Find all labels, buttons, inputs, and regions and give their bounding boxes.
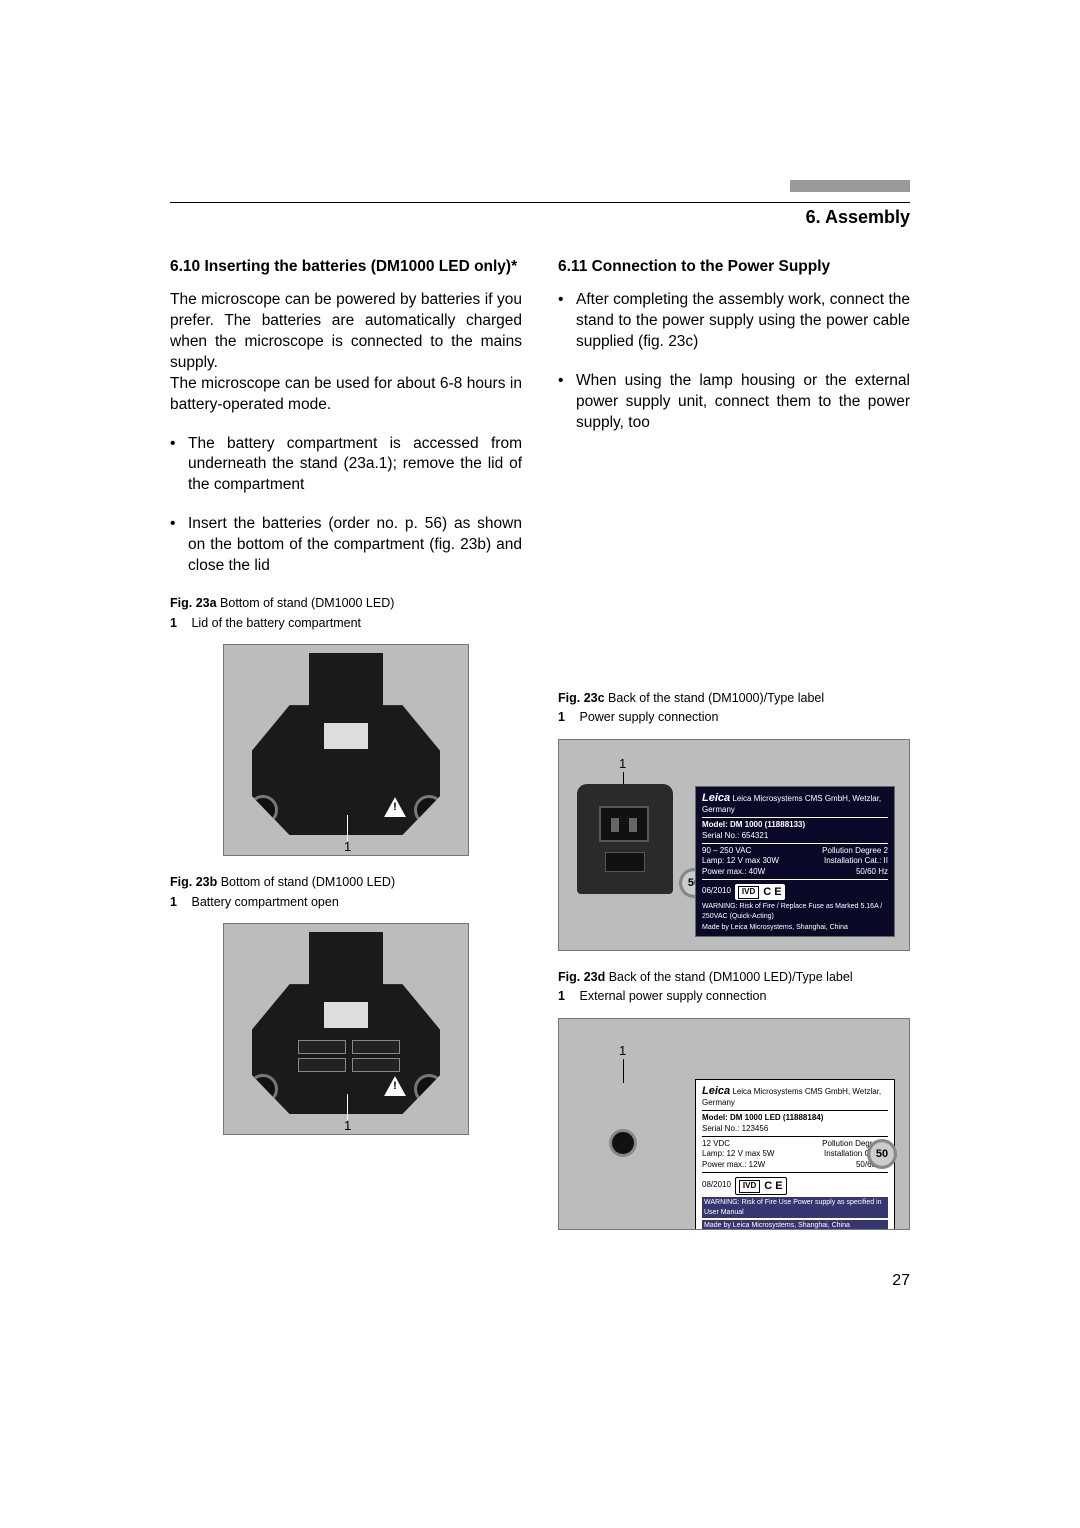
ivd-badge: IVD [738,886,759,898]
battery-steps-list: The battery compartment is accessed from… [170,434,522,578]
label-date: 08/2010 [702,1180,731,1190]
page-number: 27 [892,1272,910,1290]
fig-23c-label: Fig. 23c [558,691,605,705]
spacer [558,452,910,672]
label-hz: 50/60 Hz [856,867,888,877]
figure-23c: 1 50 Leica Leica Microsystems CMS GmbH, … [558,739,910,951]
fig-23a-caption: Fig. 23a Bottom of stand (DM1000 LED) 1 … [170,595,522,632]
label-serial: Serial No.: 123456 [702,1124,888,1134]
label-voltage: 90 – 250 VAC [702,846,751,856]
fig-23b-callout: 1 [344,1118,351,1133]
header-rule [170,202,910,203]
chapter-name: Assembly [825,207,910,227]
warning-triangle-icon: ! [384,797,406,817]
para-batteries-2: The microscope can be used for about 6-8… [170,374,522,416]
fig-23a-desc: Bottom of stand (DM1000 LED) [220,596,394,610]
label-model: Model: DM 1000 (11888133) [702,820,888,830]
fig-23b-label: Fig. 23b [170,875,217,889]
seal-50-badge: 50 [867,1139,897,1169]
battery-step-2: Insert the batteries (order no. p. 56) a… [170,514,522,577]
fig-23c-caption: Fig. 23c Back of the stand (DM1000)/Type… [558,690,910,727]
brand-logo: Leica [702,792,730,804]
label-lamp: Lamp: 12 V max 30W [702,856,779,866]
brand-logo: Leica [702,1085,730,1097]
power-step-1: After completing the assembly work, conn… [558,290,910,353]
fig-23b-desc: Bottom of stand (DM1000 LED) [221,875,395,889]
ivd-badge: IVD [739,1180,760,1192]
led-power-panel [583,1083,663,1203]
right-column: 6.11 Connection to the Power Supply Afte… [558,258,910,1230]
para-batteries-1: The microscope can be powered by batteri… [170,290,522,374]
ce-mark-icon: C E [764,1179,782,1193]
figure-23a: ! 1 [223,644,469,856]
power-panel [577,784,673,894]
label-serial: Serial No.: 654321 [702,831,888,841]
label-model: Model: DM 1000 LED (11888184) [702,1113,888,1123]
label-ic: Installation Cat.: II [824,856,888,866]
fig-23c-keytext: Power supply connection [579,710,718,724]
dc-jack-icon [609,1129,637,1157]
fig-23c-callout: 1 [619,756,626,771]
iec-socket-icon [599,806,649,842]
fig-23a-keynum: 1 [170,615,188,633]
fuse-holder-icon [605,852,645,872]
manual-page: 6. Assembly 6.10 Inserting the batteries… [170,180,910,1230]
fig-23d-keytext: External power supply connection [579,989,766,1003]
power-steps-list: After completing the assembly work, conn… [558,290,910,434]
section-6-11-heading: 6.11 Connection to the Power Supply [558,258,910,276]
fig-23d-callout: 1 [619,1043,626,1058]
fig-23d-caption: Fig. 23d Back of the stand (DM1000 LED)/… [558,969,910,1006]
label-power: Power max.: 40W [702,867,765,877]
fig-23d-keynum: 1 [558,988,576,1006]
left-column: 6.10 Inserting the batteries (DM1000 LED… [170,258,522,1230]
label-warning: WARNING: Risk of Fire / Replace Fuse as … [702,902,888,920]
label-made: Made by Leica Microsystems, Shanghai, Ch… [702,1220,888,1230]
fig-23b-caption: Fig. 23b Bottom of stand (DM1000 LED) 1 … [170,874,522,911]
label-date: 06/2010 [702,886,731,896]
fig-23a-callout: 1 [344,839,351,854]
chapter-title: 6. Assembly [170,207,910,228]
label-power: Power max.: 12W [702,1160,765,1170]
label-warning: WARNING: Risk of Fire Use Power supply a… [702,1197,888,1217]
label-lamp: Lamp: 12 V max 5W [702,1149,774,1159]
label-made: Made by Leica Microsystems, Shanghai, Ch… [702,923,888,932]
power-step-2: When using the lamp housing or the exter… [558,371,910,434]
fig-23d-label: Fig. 23d [558,970,605,984]
label-pd: Pollution Degree 2 [822,846,888,856]
type-label-dm1000: Leica Leica Microsystems CMS GmbH, Wetzl… [695,786,895,937]
label-voltage: 12 VDC [702,1139,730,1149]
figure-23d: 1 Leica Leica Microsystems CMS GmbH, Wet… [558,1018,910,1230]
ce-mark-icon: C E [763,885,781,899]
fig-23d-desc: Back of the stand (DM1000 LED)/Type labe… [609,970,853,984]
section-6-10-heading: 6.10 Inserting the batteries (DM1000 LED… [170,258,522,276]
chapter-number: 6. [806,207,821,227]
fig-23b-keytext: Battery compartment open [191,895,338,909]
fig-23b-keynum: 1 [170,894,188,912]
type-label-dm1000-led: Leica Leica Microsystems CMS GmbH, Wetzl… [695,1079,895,1230]
fig-23a-label: Fig. 23a [170,596,217,610]
battery-step-1: The battery compartment is accessed from… [170,434,522,497]
fig-23a-keytext: Lid of the battery compartment [191,616,361,630]
fig-23c-desc: Back of the stand (DM1000)/Type label [608,691,824,705]
fig-23c-keynum: 1 [558,709,576,727]
warning-triangle-icon: ! [384,1076,406,1096]
header-bar [790,180,910,192]
figure-23b: ! 1 [223,923,469,1135]
